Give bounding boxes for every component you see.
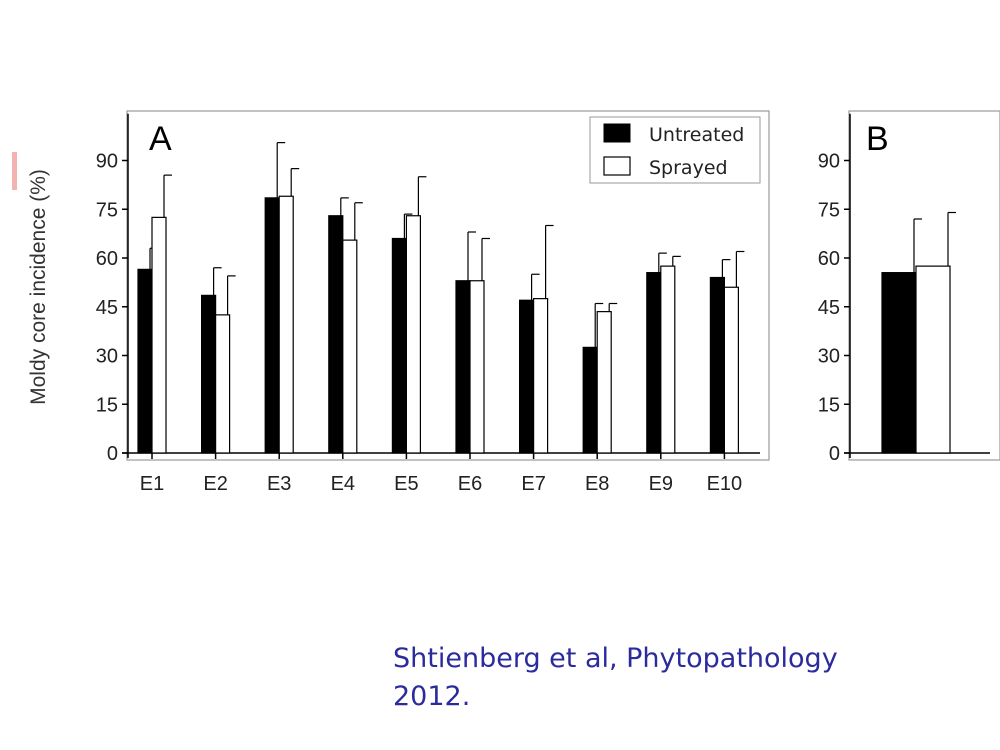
- panel-a-x-tick-label: E2: [203, 473, 227, 495]
- panel-a-bar-sprayed: [215, 314, 231, 454]
- panel-b-y-tick-label: 0: [829, 443, 840, 465]
- panel-a-bar-sprayed: [405, 215, 421, 454]
- panel-a-bar-untreated: [455, 280, 471, 454]
- panel-a-y-tick-label: 75: [96, 199, 118, 221]
- accent-mark: [12, 152, 17, 190]
- panel-a-x-tick-label: E10: [707, 473, 743, 495]
- panel-b-frame: [848, 110, 1000, 461]
- panel-a-legend: Untreated Sprayed: [589, 116, 761, 184]
- panel-a-bar-sprayed: [596, 311, 612, 454]
- panel-b-y-tick-label: 60: [818, 248, 840, 270]
- panel-a-x-tick-label: E8: [585, 473, 609, 495]
- legend-label-sprayed: Sprayed: [649, 157, 728, 179]
- citation: Shtienberg et al, Phytopathology 2012.: [393, 640, 953, 716]
- legend-swatch-untreated: [603, 123, 631, 143]
- panel-b-bar-sprayed: [915, 265, 951, 454]
- panel-a-bar-sprayed: [342, 239, 358, 454]
- panel-a-bar-untreated: [646, 272, 662, 454]
- citation-line-1: Shtienberg et al, Phytopathology: [393, 643, 838, 674]
- panel-a-x-tick-label: E7: [521, 473, 545, 495]
- panel-b-y-tick-label: 75: [818, 199, 840, 221]
- panel-a-y-tick-label: 60: [96, 248, 118, 270]
- panel-a-x-tick-label: E5: [394, 473, 418, 495]
- panel-a-plot: 0 15 30 45 60 75 90 E1 E2 E3 E4 E5 E6 E7 E8 E9 E10: [96, 113, 760, 495]
- panel-a-x-tick-label: E1: [140, 473, 164, 495]
- panel-a-frame: [126, 110, 770, 461]
- panel-a-bar-sprayed: [660, 265, 676, 454]
- panel-a-bar-sprayed: [151, 216, 167, 454]
- panel-b-label: B: [866, 120, 889, 158]
- panel-a-x-tick-label: E6: [458, 473, 482, 495]
- legend-swatch-sprayed: [603, 156, 631, 176]
- panel-a-x-tick-label: E4: [331, 473, 355, 495]
- panel-b-y-tick-label: 15: [818, 394, 840, 416]
- y-axis-label: Moldy core incidence (%): [27, 169, 50, 405]
- panel-a-bar-untreated: [582, 346, 598, 454]
- citation-line-2: 2012.: [393, 681, 471, 712]
- panel-a-bar-sprayed: [469, 280, 485, 454]
- panel-a-y-tick-label: 30: [96, 346, 118, 368]
- panel-a-bar-untreated: [709, 276, 726, 454]
- panel-b-y-tick-label: 90: [818, 151, 840, 173]
- panel-a-bar-untreated: [137, 268, 153, 454]
- panel-b-plot: 0 15 30 45 60 75 90: [818, 113, 990, 465]
- panel-a-bar-sprayed: [723, 286, 740, 454]
- panel-a-label: A: [149, 120, 172, 158]
- panel-a-x-tick-label: E3: [267, 473, 291, 495]
- panel-b-y-tick-label: 45: [818, 297, 840, 319]
- legend-label-untreated: Untreated: [649, 124, 744, 146]
- panel-b-y-tick-label: 30: [818, 346, 840, 368]
- panel-a-bar-untreated: [391, 237, 407, 454]
- panel-a-bar-untreated: [264, 197, 280, 454]
- panel-a-bar-untreated: [328, 215, 344, 454]
- panel-a-y-tick-label: 45: [96, 297, 118, 319]
- panel-a-x-tick-label: E9: [649, 473, 673, 495]
- panel-a-bar-sprayed: [278, 195, 294, 454]
- panel-a-bar-untreated: [518, 299, 535, 454]
- panel-a-bar-sprayed: [532, 298, 549, 454]
- panel-a-y-tick-label: 90: [96, 151, 118, 173]
- panel-a-bar-untreated: [201, 294, 217, 454]
- panel-b-bar-untreated: [881, 272, 917, 454]
- panel-a-y-tick-label: 15: [96, 394, 118, 416]
- panel-a-y-tick-label: 0: [107, 443, 118, 465]
